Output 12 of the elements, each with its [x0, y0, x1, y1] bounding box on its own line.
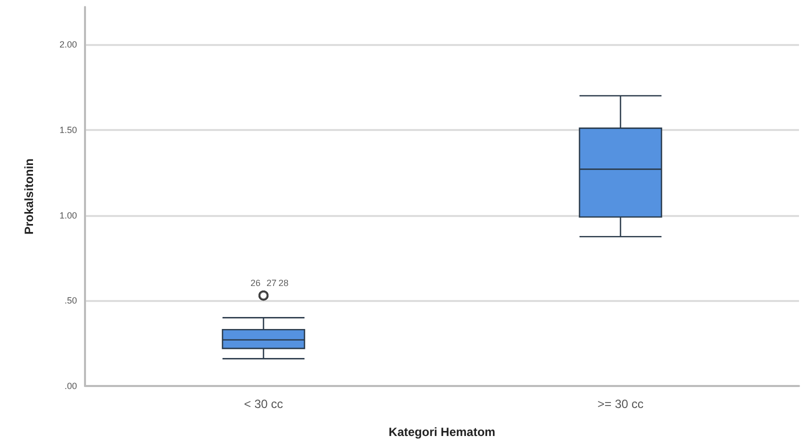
annotation: 28: [278, 278, 289, 288]
y-tick-label: 1.50: [59, 124, 77, 135]
x-tick-label: < 30 cc: [244, 397, 284, 411]
x-tick-label: >= 30 cc: [597, 397, 644, 411]
y-tick-label: .00: [64, 381, 77, 391]
x-axis-title: Kategori Hematom: [388, 425, 496, 439]
y-tick-label: 2.00: [59, 40, 77, 50]
y-axis-title: Prokalsitonin: [22, 158, 36, 235]
y-tick-label: .50: [64, 296, 77, 306]
annotation: 26: [250, 278, 261, 288]
annotation: 27: [266, 278, 277, 288]
y-tick-label: 1.00: [59, 210, 77, 220]
